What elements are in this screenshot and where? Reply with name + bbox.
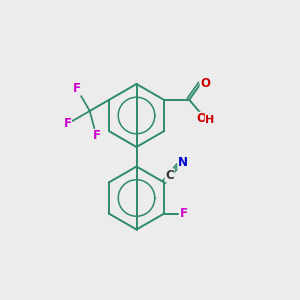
- Text: O: O: [200, 77, 210, 90]
- Text: F: F: [63, 117, 71, 130]
- Text: O: O: [197, 112, 207, 125]
- Text: F: F: [92, 129, 101, 142]
- Text: N: N: [178, 156, 188, 169]
- Text: C: C: [165, 169, 174, 182]
- Text: F: F: [180, 207, 188, 220]
- Text: H: H: [205, 115, 214, 125]
- Text: F: F: [73, 82, 81, 95]
